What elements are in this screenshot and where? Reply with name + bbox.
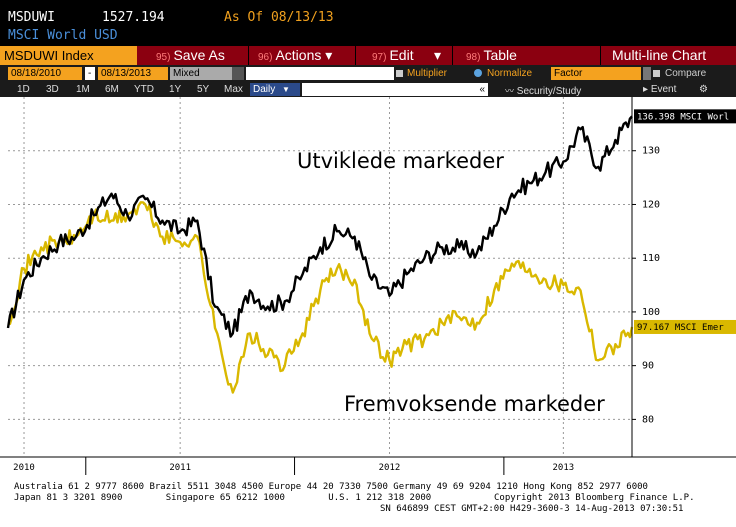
blank-field[interactable] — [246, 67, 394, 80]
x-tick-label: 2013 — [553, 463, 575, 473]
period-1m-button[interactable]: 1M — [76, 84, 90, 95]
y-tick-label: 120 — [642, 199, 660, 210]
date-range-bar: 08/18/2010 - 08/13/2013 Mixed Multiplier… — [0, 65, 736, 81]
last-value-tag — [634, 109, 736, 124]
security-study-button[interactable]: 〰 Security/Study — [505, 86, 582, 97]
mode-dropdown-button[interactable] — [232, 67, 244, 80]
period-1d-button[interactable]: 1D — [17, 84, 30, 95]
chevron-down-icon: ▼ — [282, 85, 290, 94]
series-line-msci-world — [6, 115, 633, 338]
security-name: MSCI World USD — [8, 28, 118, 43]
period-6m-button[interactable]: 6M — [105, 84, 119, 95]
edit-menu[interactable]: 97) Edit — [372, 47, 414, 63]
end-date-input[interactable]: 08/13/2013 — [98, 67, 168, 80]
frequency-label: Daily — [253, 84, 276, 95]
last-price: 1527.194 — [102, 10, 165, 25]
mode-select[interactable]: Mixed — [170, 67, 232, 80]
footer-session: SN 646899 CEST GMT+2:00 H429-3600-3 14-A… — [380, 504, 684, 514]
y-tick-label: 110 — [642, 253, 660, 264]
chart-type-title[interactable]: Multi-line Chart — [612, 47, 707, 63]
x-tick-label: 2012 — [379, 463, 401, 473]
compare-checkbox[interactable] — [653, 70, 660, 77]
edit-dropdown-button[interactable]: ▾ — [434, 47, 442, 63]
menu-bar: MSDUWI Index 95) Save As 96) Actions ▾ 97)… — [0, 46, 736, 65]
y-tick-label: 130 — [642, 146, 660, 157]
period-ytd-button[interactable]: YTD — [134, 84, 154, 95]
event-flag-icon: ▸ — [643, 84, 649, 95]
save-as-button[interactable]: 95) Save As — [156, 47, 225, 63]
table-button[interactable]: 98) Table — [466, 47, 517, 63]
chart-area: 80 90 100 110 120 130 2010 2011 2012 2013 Utvikle… — [0, 97, 736, 477]
menu-divider — [452, 46, 453, 65]
period-1y-button[interactable]: 1Y — [169, 84, 182, 95]
annotation-emerging-markets: Fremvoksende markeder — [344, 392, 605, 416]
footer-copyright: Copyright 2013 Bloomberg Finance L.P. — [494, 493, 695, 503]
multiplier-checkbox[interactable] — [396, 70, 403, 77]
collapse-button[interactable]: « — [302, 83, 488, 96]
actions-menu[interactable]: 96) Actions ▾ — [258, 47, 333, 63]
normalize-radio[interactable] — [474, 69, 482, 77]
start-date-input[interactable]: 08/18/2010 — [8, 67, 82, 80]
date-separator: - — [85, 67, 95, 80]
factor-dropdown-button[interactable] — [643, 67, 651, 80]
footer-contacts: Australia 61 2 9777 8600 Brazil 5511 304… — [14, 482, 648, 492]
index-field[interactable]: MSDUWI Index — [0, 46, 137, 65]
multiplier-label: Multiplier — [407, 68, 448, 79]
y-tick-label: 100 — [642, 307, 660, 318]
normalize-label: Normalize — [487, 68, 533, 79]
event-button[interactable]: ▸ Event — [643, 84, 677, 95]
compare-label: Compare — [665, 68, 707, 79]
last-value-tag — [634, 319, 736, 334]
footer: Australia 61 2 9777 8600 Brazil 5511 304… — [0, 477, 736, 527]
series-line-msci-emerging — [7, 201, 634, 394]
period-5y-button[interactable]: 5Y — [197, 84, 210, 95]
period-max-button[interactable]: Max — [224, 84, 243, 95]
period-3d-button[interactable]: 3D — [46, 84, 59, 95]
study-line-icon: 〰 — [505, 86, 515, 96]
last-value-label: 97.167 MSCI Emer — [637, 323, 724, 333]
x-tick-label: 2010 — [13, 463, 35, 473]
last-value-label: 136.398 MSCI Worl — [637, 112, 729, 122]
ticker: MSDUWI — [8, 10, 55, 25]
menu-divider — [600, 46, 601, 65]
period-toolbar: 1D 3D 1M 6M YTD 1Y 5Y Max Daily ▼ « 〰 Se… — [0, 81, 736, 97]
frequency-select[interactable]: Daily ▼ — [250, 83, 300, 96]
y-tick-label: 80 — [642, 414, 654, 425]
menu-divider — [248, 46, 249, 65]
as-of-date: As Of 08/13/13 — [224, 10, 334, 25]
security-header: MSDUWI 1527.194 As Of 08/13/13 MSCI Worl… — [0, 0, 736, 46]
annotation-developed-markets: Utviklede markeder — [297, 149, 504, 173]
footer-contacts-2: Japan 81 3 3201 8900 Singapore 65 6212 1… — [14, 493, 432, 503]
y-tick-label: 90 — [642, 361, 654, 372]
x-tick-label: 2011 — [169, 463, 191, 473]
gear-icon[interactable]: ⚙ — [699, 84, 708, 95]
factor-select[interactable]: Factor — [551, 67, 641, 80]
multi-line-chart: 80 90 100 110 120 130 2010 2011 2012 2013 Utvikle… — [0, 97, 736, 475]
menu-divider — [355, 46, 356, 65]
